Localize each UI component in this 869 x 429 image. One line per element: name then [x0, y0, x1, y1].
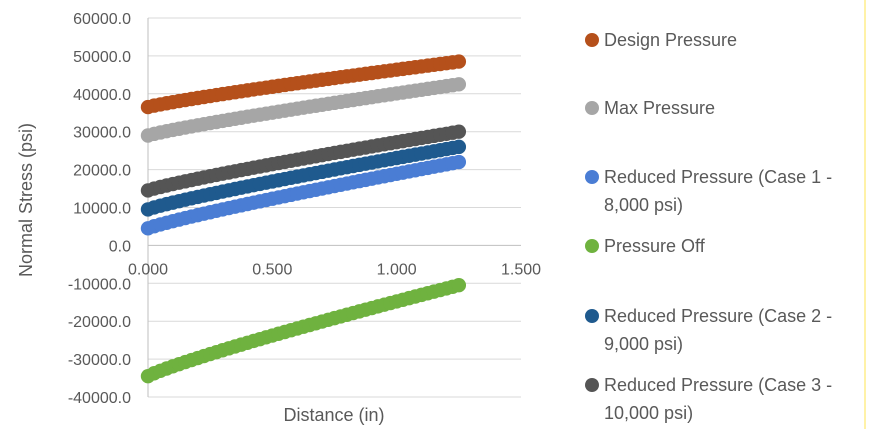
legend-label: Max Pressure	[604, 98, 715, 118]
legend: Design Pressure Max Pressure Reduced Press…	[585, 30, 832, 423]
y-tick-label: 40000.0	[73, 87, 131, 104]
legend-marker	[585, 170, 599, 184]
legend-label: Reduced Pressure (Case 1 -8,000 psi)	[604, 167, 832, 215]
legend-item: Max Pressure	[585, 98, 715, 118]
legend-marker	[585, 309, 599, 323]
y-tick-label: -40000.0	[68, 390, 131, 407]
plot-area	[140, 54, 467, 384]
data-point	[451, 277, 467, 293]
series	[140, 124, 467, 198]
y-tick-label: 60000.0	[73, 11, 131, 28]
series	[140, 54, 467, 115]
series	[140, 277, 467, 384]
legend-marker	[585, 101, 599, 115]
legend-label: Pressure Off	[604, 236, 706, 256]
y-axis-title: Normal Stress (psi)	[16, 123, 36, 277]
x-tick-labels: 0.000 0.500 1.000 1.500	[128, 261, 541, 278]
data-point	[451, 124, 467, 139]
y-tick-label: -30000.0	[68, 352, 131, 369]
legend-item: Pressure Off	[585, 236, 706, 256]
page-edge-rule	[864, 0, 866, 429]
data-point	[451, 139, 467, 155]
series	[140, 154, 467, 236]
legend-item: Design Pressure	[585, 30, 737, 50]
legend-marker	[585, 239, 599, 253]
legend-marker	[585, 378, 599, 392]
y-tick-label: 0.0	[109, 238, 131, 255]
series	[140, 139, 467, 217]
x-axis-title: Distance (in)	[283, 405, 384, 425]
y-tick-label: 30000.0	[73, 125, 131, 142]
y-tick-label: 20000.0	[73, 163, 131, 180]
legend-item: Reduced Pressure (Case 2 -9,000 psi)	[585, 306, 832, 354]
data-point	[451, 154, 467, 170]
y-tick-label: 10000.0	[73, 201, 131, 218]
x-tick-label: 1.000	[377, 261, 417, 278]
y-tick-label: -20000.0	[68, 314, 131, 331]
legend-label: Reduced Pressure (Case 3 -10,000 psi)	[604, 375, 832, 423]
x-tick-label: 0.500	[252, 261, 292, 278]
data-point	[451, 54, 467, 69]
x-tick-label: 0.000	[128, 261, 168, 278]
y-tick-label: 50000.0	[73, 49, 131, 66]
series	[140, 77, 467, 143]
x-tick-label: 1.500	[501, 261, 541, 278]
legend-marker	[585, 33, 599, 47]
legend-item: Reduced Pressure (Case 1 -8,000 psi)	[585, 167, 832, 215]
legend-label: Reduced Pressure (Case 2 -9,000 psi)	[604, 306, 832, 354]
legend-item: Reduced Pressure (Case 3 -10,000 psi)	[585, 375, 832, 423]
data-point	[451, 77, 467, 92]
y-tick-labels: 60000.0 50000.0 40000.0 30000.0 20000.0 10000…	[68, 11, 131, 407]
legend-label: Design Pressure	[604, 30, 737, 50]
y-tick-label: -10000.0	[68, 276, 131, 293]
